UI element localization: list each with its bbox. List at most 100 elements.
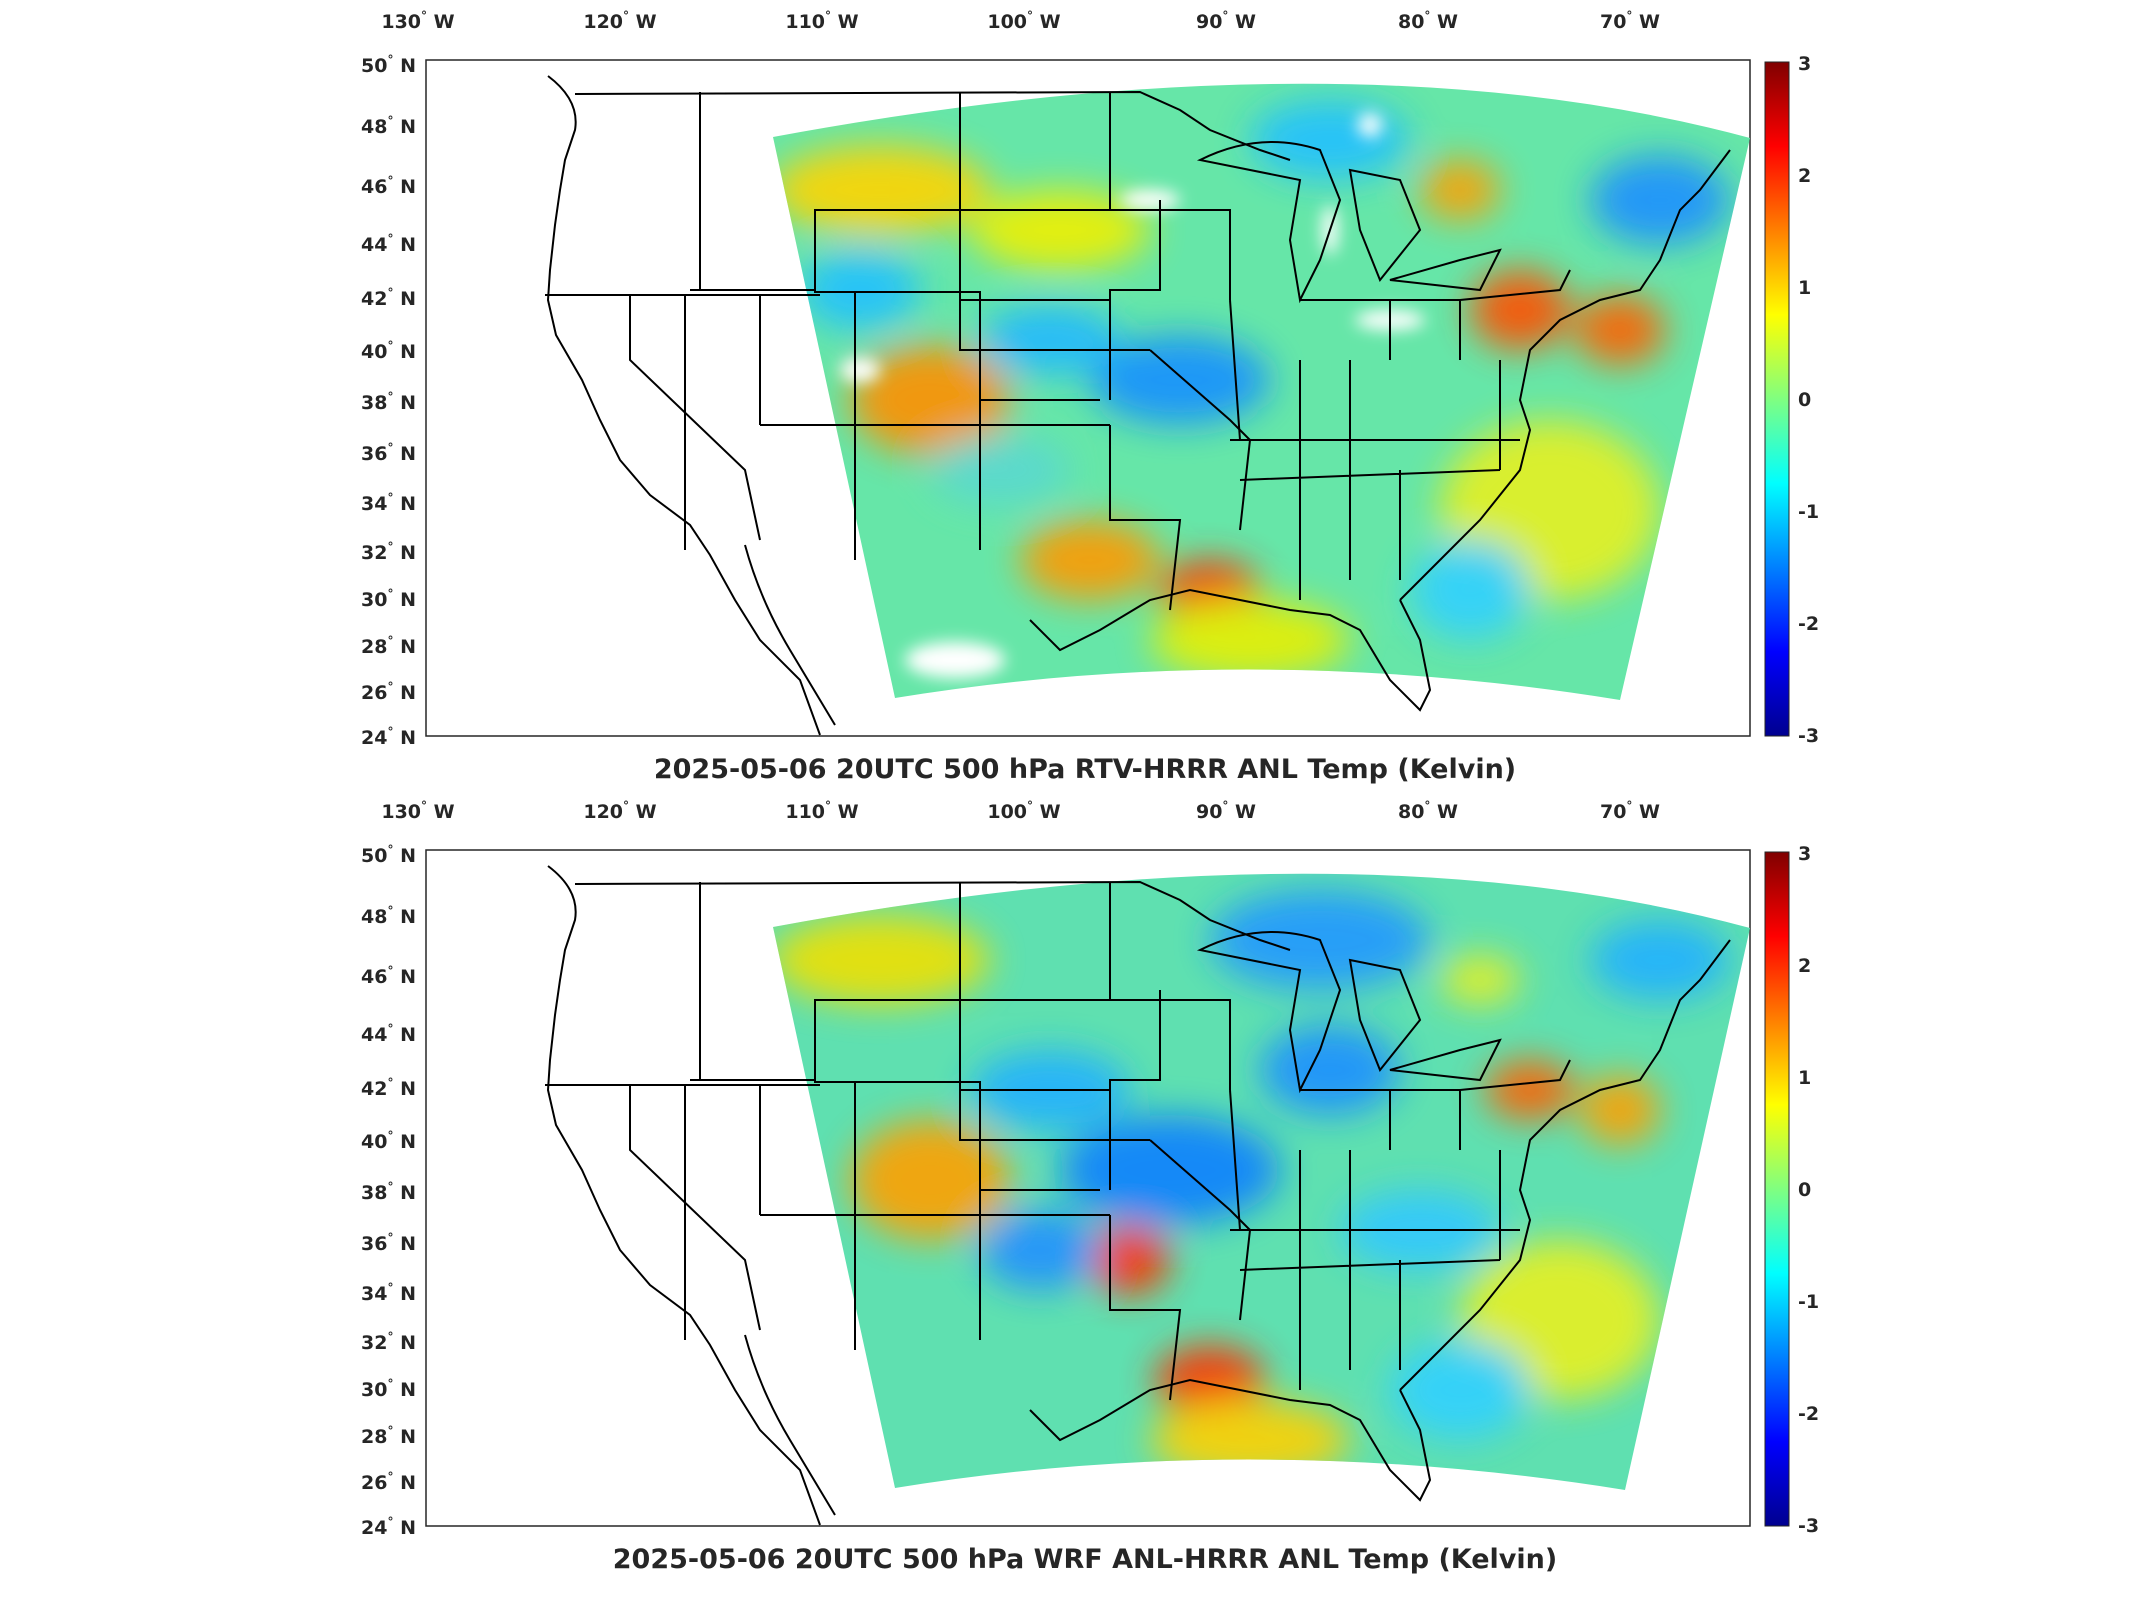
lat-label-34: 34° N bbox=[361, 491, 416, 515]
lat-label-26: 26° N bbox=[361, 1470, 416, 1494]
warm-anomaly-blob bbox=[773, 145, 990, 235]
colorbar-tick-label: 0 bbox=[1798, 1179, 1811, 1201]
warm-anomaly-blob bbox=[1155, 1345, 1265, 1415]
colorbar-tick-label: -3 bbox=[1798, 1515, 1819, 1537]
data-field bbox=[773, 873, 1750, 1490]
lat-label-30: 30° N bbox=[361, 1377, 416, 1401]
lat-label-42: 42° N bbox=[361, 286, 416, 310]
lat-label-44: 44° N bbox=[361, 1022, 416, 1046]
lon-label-110: 110° W bbox=[785, 9, 858, 33]
great-lakes bbox=[1196, 141, 1502, 304]
lat-label-46: 46° N bbox=[361, 174, 416, 198]
lat-label-42: 42° N bbox=[361, 1076, 416, 1100]
lat-tick-labels: 50° N 48° N 46° N 44° N 42° N 40° N 38° … bbox=[361, 843, 416, 1539]
atlantic-coast bbox=[1399, 939, 1731, 1391]
warm-anomaly-blob bbox=[773, 915, 990, 1005]
cool-anomaly-blob bbox=[1260, 1025, 1400, 1115]
cool-anomaly-blob bbox=[1390, 1340, 1530, 1440]
lon-label-80: 80° W bbox=[1398, 9, 1458, 33]
data-field bbox=[773, 83, 1750, 700]
lat-label-44: 44° N bbox=[361, 232, 416, 256]
lat-label-40: 40° N bbox=[361, 1129, 416, 1153]
eastern-state-borders bbox=[1229, 1059, 1571, 1390]
lon-label-90: 90° W bbox=[1196, 799, 1256, 823]
lat-label-40: 40° N bbox=[361, 339, 416, 363]
lon-tick-labels: 130° W 120° W 110° W 100° W 90° W 80° W … bbox=[381, 9, 1660, 33]
lat-label-48: 48° N bbox=[361, 114, 416, 138]
warm-anomaly-blob bbox=[1470, 270, 1570, 350]
lon-label-100: 100° W bbox=[987, 799, 1060, 823]
lon-label-130: 130° W bbox=[381, 799, 454, 823]
cool-anomaly-blob bbox=[930, 435, 1070, 505]
canada-border bbox=[574, 90, 1291, 161]
lat-label-34: 34° N bbox=[361, 1281, 416, 1305]
cool-anomaly-blob bbox=[980, 1210, 1100, 1290]
lat-label-28: 28° N bbox=[361, 1424, 416, 1448]
lon-label-130: 130° W bbox=[381, 9, 454, 33]
canada-border bbox=[574, 880, 1291, 951]
map-panel-wrf: 130° W 120° W 110° W 100° W 90° W 80° W … bbox=[361, 799, 1819, 1575]
mountain-state-borders bbox=[690, 882, 1182, 1401]
baja-coast bbox=[744, 1334, 836, 1516]
warm-anomaly-blob bbox=[1440, 955, 1520, 1005]
missing-data-patch bbox=[840, 358, 880, 382]
missing-data-patch bbox=[1120, 190, 1180, 210]
lat-label-48: 48° N bbox=[361, 904, 416, 928]
lat-tick-labels: 50° N 48° N 46° N 44° N 42° N 40° N 38° … bbox=[361, 53, 416, 749]
lat-label-32: 32° N bbox=[361, 540, 416, 564]
warm-anomaly-blob bbox=[1580, 1075, 1660, 1145]
lat-label-36: 36° N bbox=[361, 1231, 416, 1255]
warm-anomaly-blob bbox=[850, 1120, 1010, 1240]
cool-anomaly-blob bbox=[1590, 155, 1730, 245]
great-lakes bbox=[1196, 931, 1502, 1094]
lon-label-110: 110° W bbox=[785, 799, 858, 823]
cool-anomaly-blob bbox=[1410, 540, 1530, 640]
lat-label-50: 50° N bbox=[361, 53, 416, 77]
cool-anomaly-blob bbox=[1250, 100, 1410, 180]
lon-label-70: 70° W bbox=[1600, 9, 1660, 33]
panel-title: 2025-05-06 20UTC 500 hPa WRF ANL-HRRR AN… bbox=[613, 1544, 1557, 1575]
missing-data-patch bbox=[905, 642, 1005, 678]
west-state-borders bbox=[545, 294, 855, 550]
colorbar-tick-label: -2 bbox=[1798, 613, 1819, 635]
atlantic-coast bbox=[1399, 149, 1731, 601]
lat-label-24: 24° N bbox=[361, 725, 416, 749]
lon-label-90: 90° W bbox=[1196, 9, 1256, 33]
eastern-state-borders bbox=[1229, 269, 1571, 600]
lon-label-100: 100° W bbox=[987, 9, 1060, 33]
warm-anomaly-blob bbox=[1150, 600, 1350, 680]
warm-anomaly-blob bbox=[1420, 160, 1500, 220]
lat-label-26: 26° N bbox=[361, 680, 416, 704]
cool-anomaly-blob bbox=[1090, 335, 1270, 425]
lat-label-36: 36° N bbox=[361, 441, 416, 465]
colorbar-tick-label: 2 bbox=[1798, 165, 1811, 187]
lon-label-120: 120° W bbox=[583, 799, 656, 823]
colorbar-tick-label: 1 bbox=[1798, 277, 1811, 299]
colorbar-tick-label: -3 bbox=[1798, 725, 1819, 747]
coastlines-and-state-borders bbox=[545, 865, 1731, 1526]
warm-anomaly-blob bbox=[1090, 1225, 1170, 1295]
lon-label-70: 70° W bbox=[1600, 799, 1660, 823]
colorbar-tick-label: 0 bbox=[1798, 389, 1811, 411]
mountain-state-borders bbox=[690, 92, 1182, 611]
colorbar-tick-label: 1 bbox=[1798, 1067, 1811, 1089]
colorbar-tick-label: -2 bbox=[1798, 1403, 1819, 1425]
warm-anomaly-blob bbox=[850, 345, 1010, 455]
colorbar: 3 2 1 0 -1 -2 -3 bbox=[1764, 53, 1819, 747]
west-state-borders bbox=[545, 1084, 855, 1340]
colorbar-tick-label: -1 bbox=[1798, 501, 1819, 523]
missing-data-patch bbox=[1358, 113, 1382, 137]
colorbar: 3 2 1 0 -1 -2 -3 bbox=[1764, 843, 1819, 1537]
gulf-coast bbox=[1029, 1378, 1432, 1502]
lon-tick-labels: 130° W 120° W 110° W 100° W 90° W 80° W … bbox=[381, 799, 1660, 823]
lat-label-38: 38° N bbox=[361, 390, 416, 414]
cool-anomaly-blob bbox=[800, 250, 920, 330]
colorbar-tick-label: 3 bbox=[1798, 53, 1811, 75]
lat-label-30: 30° N bbox=[361, 587, 416, 611]
coastlines-and-state-borders bbox=[545, 75, 1731, 736]
us-west-coast bbox=[546, 75, 821, 736]
map-panel-rtv: 130° W 120° W 110° W 100° W 90° W 80° W … bbox=[361, 9, 1819, 785]
baja-coast bbox=[744, 544, 836, 726]
panel-title: 2025-05-06 20UTC 500 hPa RTV-HRRR ANL Te… bbox=[654, 754, 1516, 785]
